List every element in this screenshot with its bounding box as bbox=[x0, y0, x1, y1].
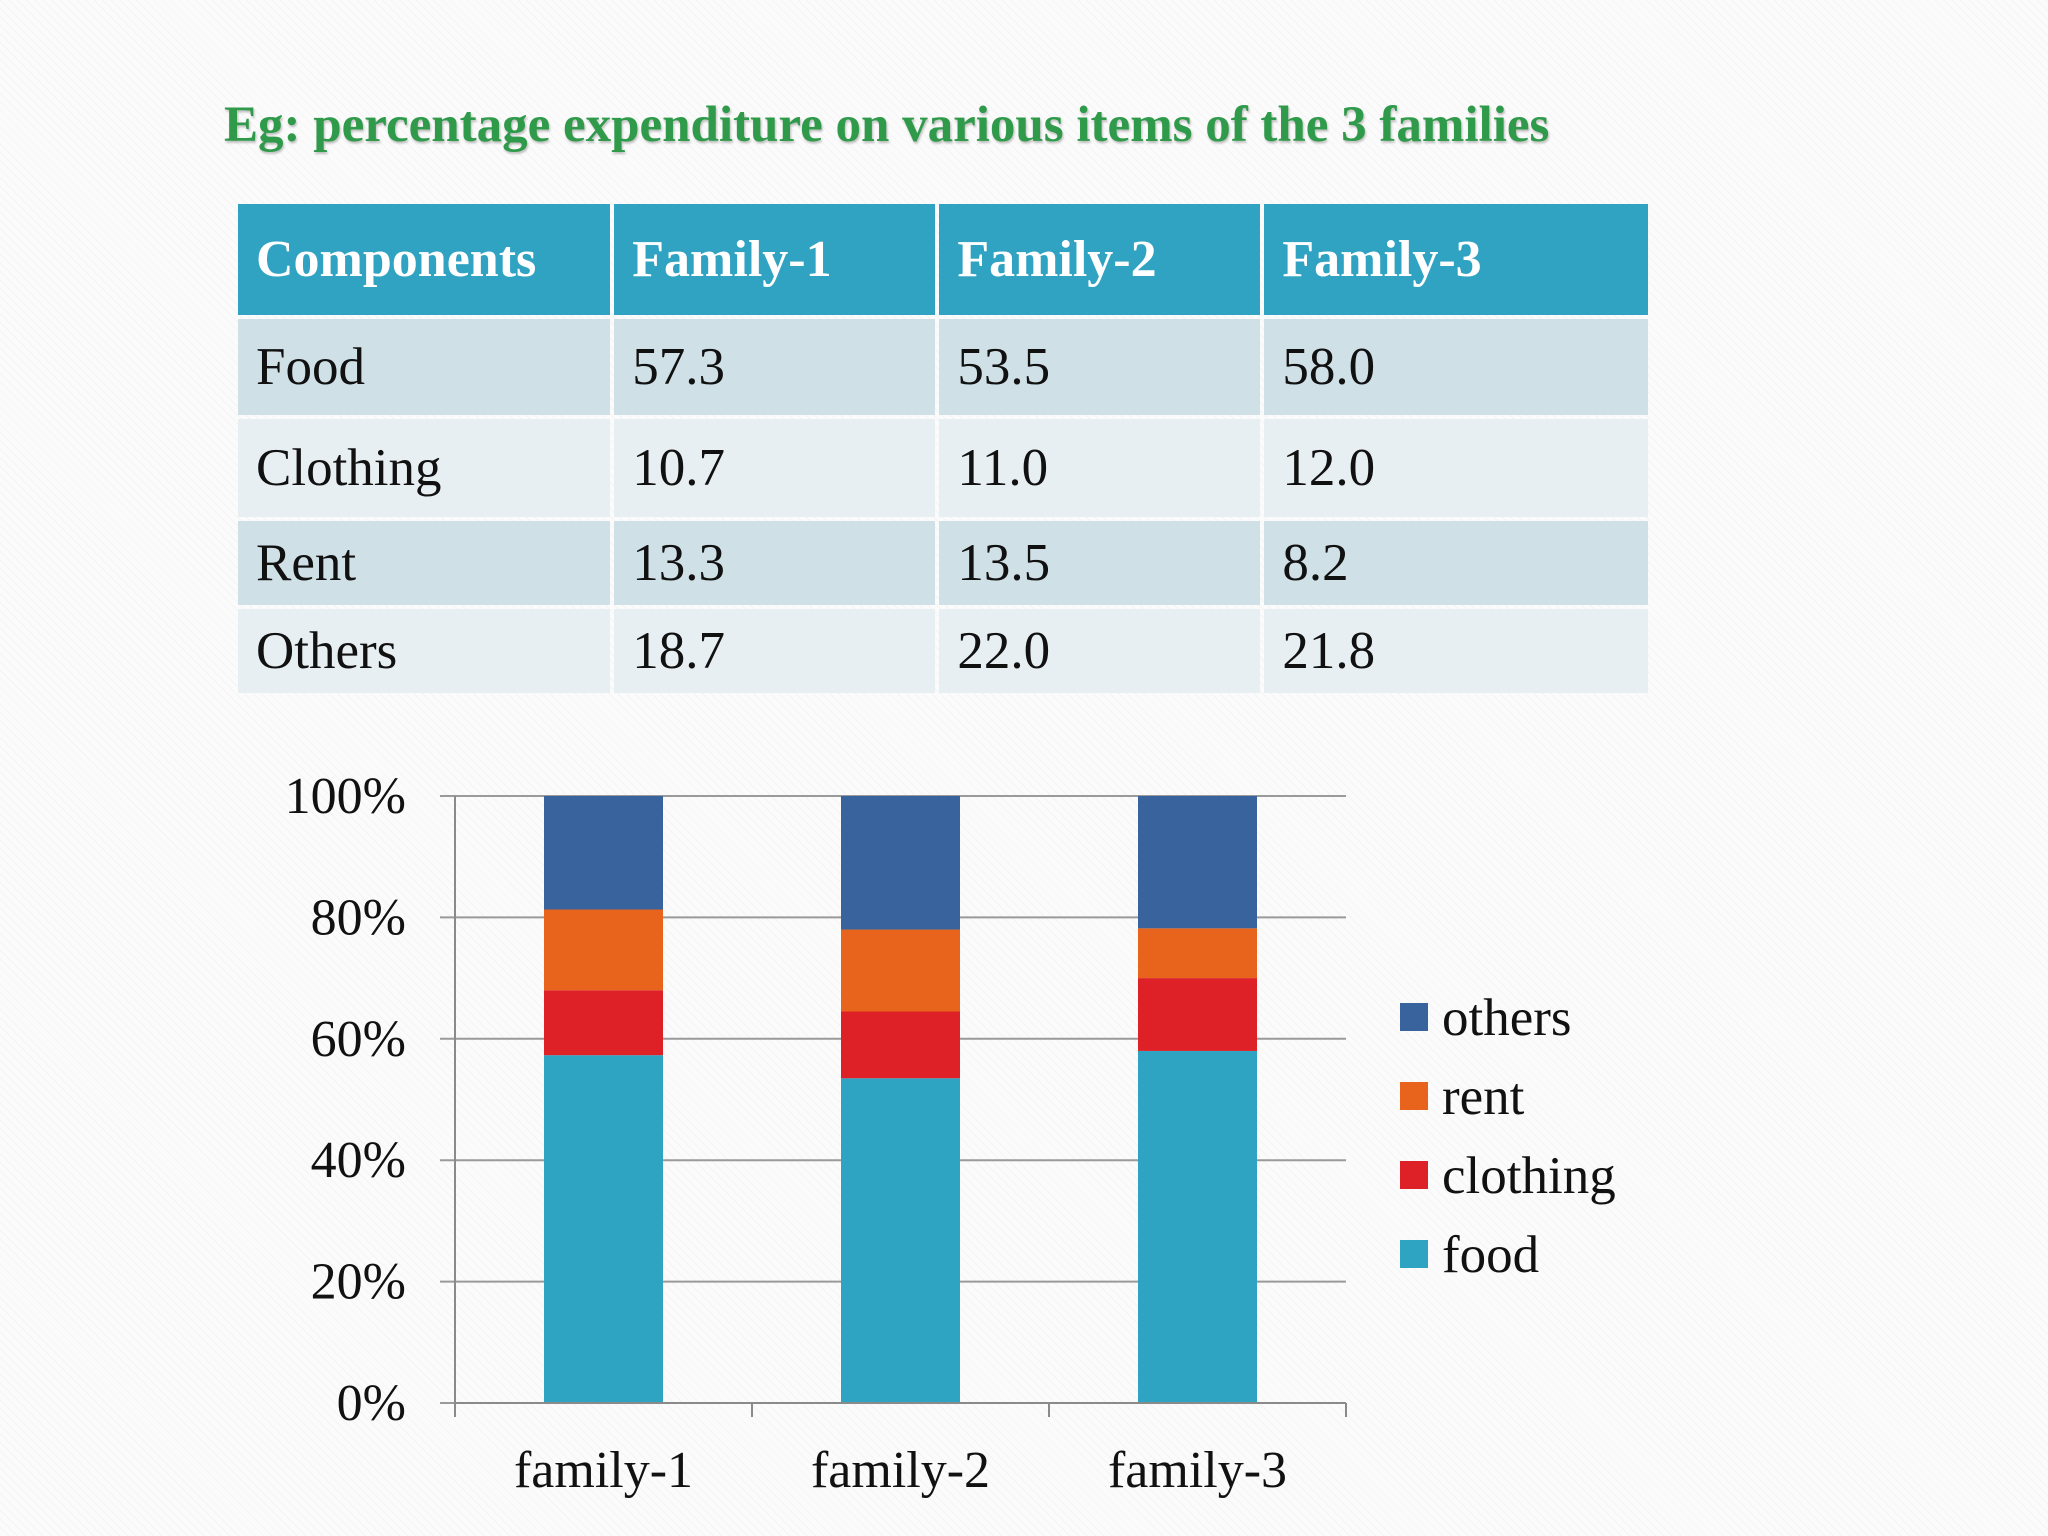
bar-segment-clothing bbox=[841, 1011, 960, 1079]
x-tick-label: family-1 bbox=[514, 1442, 693, 1499]
table-row-clothing: Clothing 10.7 11.0 12.0 bbox=[238, 419, 1648, 517]
bar-segment-food bbox=[841, 1078, 960, 1403]
legend-label: food bbox=[1442, 1226, 1539, 1284]
bar-segment-rent bbox=[544, 909, 663, 991]
table-cell: 18.7 bbox=[614, 609, 936, 693]
table-cell: Rent bbox=[238, 521, 611, 605]
legend-swatch-food bbox=[1400, 1240, 1428, 1268]
slide-title: Eg: percentage expenditure on various it… bbox=[224, 97, 1550, 153]
table-header-family-3: Family-3 bbox=[1264, 204, 1648, 315]
table-row-food: Food 57.3 53.5 58.0 bbox=[238, 319, 1648, 415]
bar-segment-clothing bbox=[544, 990, 663, 1056]
legend-label: rent bbox=[1442, 1068, 1525, 1126]
table-cell: 8.2 bbox=[1264, 521, 1648, 605]
table-header-family-1: Family-1 bbox=[614, 204, 936, 315]
bar-segment-others bbox=[1138, 796, 1257, 929]
legend-swatch-clothing bbox=[1400, 1161, 1428, 1189]
x-tick-label: family-2 bbox=[811, 1442, 990, 1499]
table-cell: Clothing bbox=[238, 419, 611, 517]
y-tick-label: 0% bbox=[337, 1375, 406, 1432]
bar-segment-others bbox=[841, 796, 960, 930]
legend-label: clothing bbox=[1442, 1147, 1616, 1205]
y-tick-label: 60% bbox=[311, 1011, 406, 1068]
legend-label: others bbox=[1442, 989, 1572, 1047]
expenditure-table: Components Family-1 Family-2 Family-3 Fo… bbox=[234, 200, 1652, 697]
x-tick-label: family-3 bbox=[1108, 1442, 1287, 1499]
table-cell: 11.0 bbox=[939, 419, 1261, 517]
table-row-others: Others 18.7 22.0 21.8 bbox=[238, 609, 1648, 693]
bar-segment-clothing bbox=[1138, 978, 1257, 1051]
table-cell: 21.8 bbox=[1264, 609, 1648, 693]
table-row-rent: Rent 13.3 13.5 8.2 bbox=[238, 521, 1648, 605]
legend-swatch-rent bbox=[1400, 1082, 1428, 1110]
bar-segment-food bbox=[1138, 1050, 1257, 1403]
table-header-row: Components Family-1 Family-2 Family-3 bbox=[238, 204, 1648, 315]
legend-swatch-others bbox=[1400, 1003, 1428, 1031]
bar-segment-others bbox=[544, 796, 663, 910]
y-tick-label: 100% bbox=[285, 768, 406, 825]
y-tick-label: 20% bbox=[311, 1254, 406, 1311]
table-cell: 57.3 bbox=[614, 319, 936, 415]
bar-segment-food bbox=[544, 1055, 663, 1403]
bar-segment-rent bbox=[1138, 928, 1257, 979]
table-cell: 13.3 bbox=[614, 521, 936, 605]
table-cell: 13.5 bbox=[939, 521, 1261, 605]
table-header-components: Components bbox=[238, 204, 611, 315]
table-cell: Others bbox=[238, 609, 611, 693]
y-tick-label: 80% bbox=[311, 889, 406, 946]
table-cell: 22.0 bbox=[939, 609, 1261, 693]
bar-segment-rent bbox=[841, 929, 960, 1012]
table-cell: 58.0 bbox=[1264, 319, 1648, 415]
table-cell: 10.7 bbox=[614, 419, 936, 517]
table-cell: 12.0 bbox=[1264, 419, 1648, 517]
table-cell: 53.5 bbox=[939, 319, 1261, 415]
y-tick-label: 40% bbox=[311, 1132, 406, 1189]
table-cell: Food bbox=[238, 319, 611, 415]
table-header-family-2: Family-2 bbox=[939, 204, 1261, 315]
